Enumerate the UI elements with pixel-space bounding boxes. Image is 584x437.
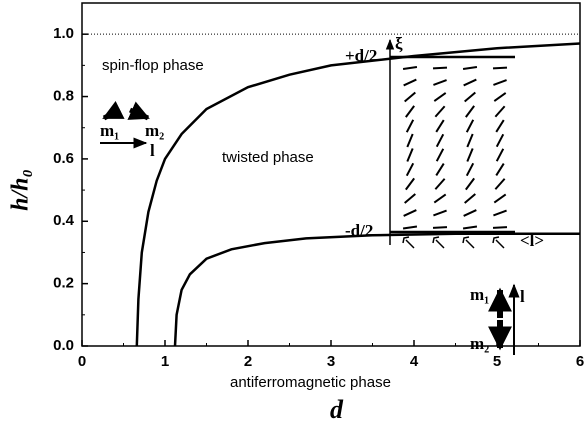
spin-dash (465, 119, 475, 133)
annotation: <l> (520, 231, 544, 250)
spin-dash (405, 177, 415, 191)
spin-dash (433, 79, 447, 86)
spin-dash (403, 78, 417, 87)
spin-dash (405, 105, 415, 118)
spin-dash (433, 209, 447, 217)
spin-dash (402, 66, 418, 70)
x-tick-label: 2 (244, 353, 252, 370)
y-tick-label: 0.0 (53, 337, 74, 354)
spin-dash (463, 209, 477, 217)
spin-dash (404, 193, 416, 204)
spin-dash (434, 105, 446, 118)
open-arrow (492, 236, 505, 249)
spin-dash (406, 133, 414, 148)
y-tick-label: 1.0 (53, 25, 74, 42)
annotation: m₁ (100, 121, 119, 140)
spin-dash (432, 66, 448, 70)
x-tick-label: 0 (78, 353, 86, 370)
x-tick-label: 3 (327, 353, 335, 370)
y-tick-label: 0.6 (53, 150, 74, 167)
spin-dash (465, 177, 475, 191)
y-axis-label: h/h₀ (8, 169, 34, 211)
spin-dash (463, 78, 477, 87)
moment-arrow (127, 101, 150, 121)
spin-dash (462, 66, 478, 70)
boundary-line (173, 232, 580, 347)
moment-arrow (102, 101, 125, 121)
open-arrow (432, 236, 445, 249)
annotation: m₁ (470, 285, 489, 304)
annotation: l (520, 287, 525, 306)
annotation: twisted phase (222, 149, 314, 166)
spin-dash (466, 148, 474, 162)
spin-dash (466, 133, 474, 148)
spin-dash (405, 162, 415, 177)
open-arrow (462, 236, 475, 249)
spin-dash (435, 119, 445, 133)
spin-dash (495, 148, 505, 162)
spin-dash (493, 79, 507, 86)
annotation: m₂ (145, 121, 164, 140)
spin-dash (433, 92, 447, 102)
spin-dash (465, 105, 475, 118)
y-tick-label: 0.2 (53, 275, 74, 292)
x-tick-label: 6 (576, 353, 584, 370)
open-arrow (402, 236, 415, 249)
spin-dash (464, 91, 476, 103)
y-tick-label: 0.8 (53, 88, 74, 105)
annotation: ξ (395, 34, 403, 53)
spin-dash (492, 226, 508, 229)
spin-dash (435, 163, 445, 176)
spin-dash (494, 105, 506, 118)
spin-dash (464, 193, 476, 204)
x-tick-label: 5 (493, 353, 501, 370)
annotation: -d/2 (345, 221, 373, 240)
spin-dash (403, 209, 417, 217)
spin-dash (405, 119, 415, 133)
spin-dash (495, 133, 505, 148)
annotation: m₂ (470, 334, 489, 353)
spin-dash (493, 209, 507, 217)
spin-dash (462, 225, 478, 230)
x-axis-label: d (330, 395, 344, 424)
spin-dash (433, 193, 447, 204)
y-tick-label: 0.4 (53, 212, 75, 229)
spin-dash (434, 178, 446, 190)
spin-dash (495, 119, 505, 133)
spin-dash (406, 148, 414, 162)
spin-dash (465, 162, 475, 177)
spin-dash (494, 178, 506, 190)
spin-dash (432, 226, 448, 229)
spin-dash (435, 148, 445, 162)
annotation: spin-flop phase (102, 57, 204, 74)
spin-dash (435, 133, 445, 148)
x-tick-label: 4 (410, 353, 419, 370)
plot-frame (81, 2, 581, 347)
spin-dash (493, 193, 507, 204)
spin-dash (495, 163, 505, 176)
annotation: +d/2 (345, 46, 377, 65)
x-tick-label: 1 (161, 353, 169, 370)
annotation: l (150, 141, 155, 160)
spin-dash (493, 92, 507, 102)
spin-dash (404, 91, 416, 103)
annotation: antiferromagnetic phase (230, 374, 391, 391)
spin-dash (492, 66, 508, 70)
spin-dash (402, 225, 418, 230)
